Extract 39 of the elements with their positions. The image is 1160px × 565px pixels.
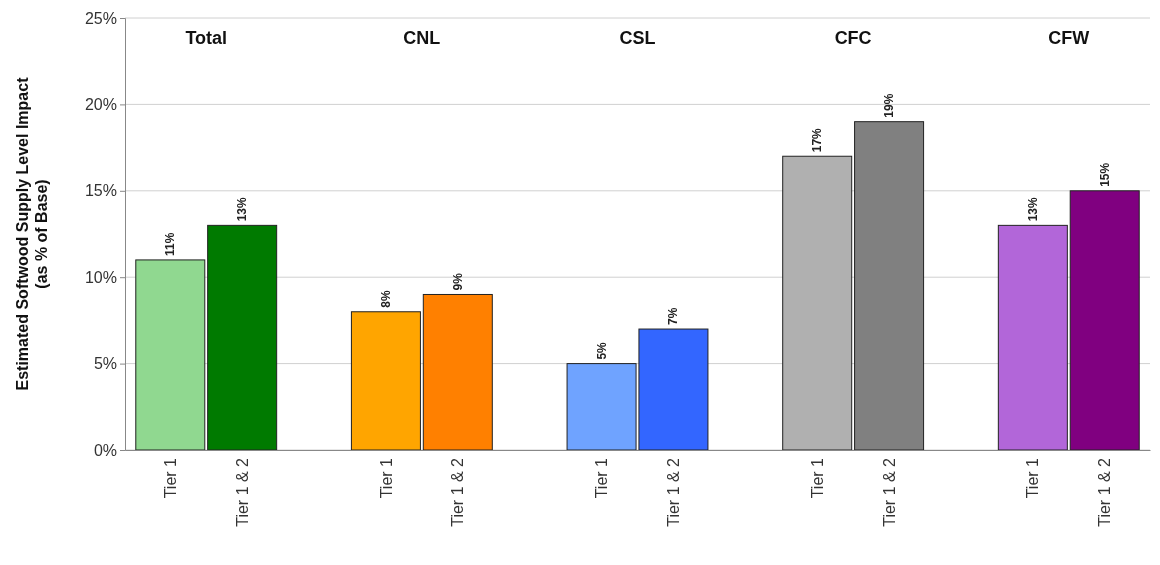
y-tick-label: 25%	[84, 9, 117, 27]
data-label: 5%	[594, 341, 609, 360]
x-tick-label: Tier 1 & 2	[1096, 457, 1114, 527]
bar	[997, 224, 1068, 451]
y-tick-label: 15%	[84, 182, 117, 200]
x-tick-label: Tier 1	[161, 457, 179, 499]
data-label: 17%	[810, 127, 825, 153]
data-label: 8%	[378, 290, 393, 308]
bar	[1069, 190, 1140, 451]
bar	[782, 155, 853, 451]
y-tick-label: 5%	[93, 355, 117, 373]
bar	[350, 311, 421, 451]
x-tick-label: Tier 1 & 2	[665, 457, 683, 527]
data-label: 9%	[450, 272, 465, 291]
annotation: CSL	[619, 28, 656, 48]
data-label: 19%	[882, 93, 897, 118]
x-tick-label: Tier 1	[808, 457, 826, 499]
bar	[422, 293, 493, 451]
data-label: 13%	[235, 197, 250, 222]
y-tick-label: 10%	[84, 268, 117, 286]
data-label: 7%	[666, 307, 681, 326]
x-tick-label: Tier 1	[1024, 457, 1042, 499]
bar	[135, 259, 206, 451]
data-label: 13%	[1025, 197, 1040, 222]
y-axis-title: Estimated Softwood Supply Level Impact (as % of Base)	[14, 76, 51, 391]
x-tick-label: Tier 1 & 2	[880, 457, 898, 527]
annotation: Total	[185, 28, 228, 48]
y-tick-label: 20%	[84, 96, 117, 114]
y-tick-label: 0%	[93, 441, 117, 459]
x-tick-label: Tier 1	[377, 457, 395, 499]
annotation: CFW	[1048, 28, 1090, 48]
x-tick-label: Tier 1 & 2	[233, 457, 251, 527]
data-label: 15%	[1097, 162, 1112, 187]
data-label: 11%	[163, 232, 178, 256]
x-tick-label: Tier 1 & 2	[449, 457, 467, 527]
bar	[207, 224, 278, 451]
x-tick-label: Tier 1	[593, 457, 611, 499]
annotation: CNL	[403, 28, 441, 48]
annotation: CFC	[834, 28, 872, 48]
